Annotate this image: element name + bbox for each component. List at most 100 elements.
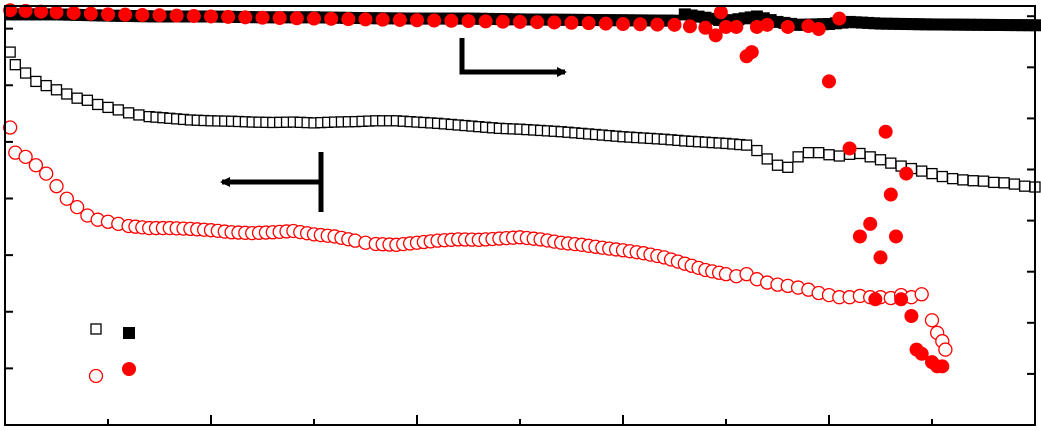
data-point — [559, 13, 572, 26]
data-point — [9, 59, 21, 71]
legend-marker-circle-filled — [122, 362, 136, 376]
data-point — [888, 229, 903, 244]
data-point — [873, 250, 888, 265]
data-point — [30, 75, 42, 88]
data-point — [324, 11, 339, 26]
legend — [88, 323, 136, 384]
data-point — [946, 172, 959, 185]
data-point — [10, 8, 23, 21]
data-point — [633, 17, 648, 32]
data-point — [936, 170, 948, 183]
data-point — [682, 19, 697, 34]
data-point — [729, 19, 744, 34]
data-point — [623, 14, 636, 27]
data-point — [967, 175, 979, 187]
data-point — [101, 7, 115, 22]
data-point — [69, 199, 85, 215]
data-point — [375, 12, 390, 27]
data-point — [39, 166, 54, 181]
data-point — [461, 14, 476, 29]
plot-frame — [4, 5, 1036, 426]
data-point — [444, 13, 459, 28]
data-point — [513, 14, 527, 29]
data-point — [832, 11, 847, 26]
data-point — [894, 292, 909, 307]
data-point — [926, 167, 938, 180]
data-point — [719, 19, 733, 34]
data-point — [823, 149, 835, 161]
data-point — [924, 313, 940, 328]
data-point — [713, 5, 728, 20]
data-point — [186, 9, 201, 24]
data-point — [564, 15, 579, 30]
data-point — [591, 14, 604, 27]
data-point — [495, 14, 510, 29]
data-point — [883, 187, 898, 202]
data-point — [904, 309, 919, 324]
data-point — [740, 139, 753, 151]
data-point — [744, 45, 759, 60]
annotation-layer — [220, 38, 567, 212]
data-point — [761, 153, 773, 165]
data-point — [83, 6, 98, 21]
data-point — [771, 159, 784, 171]
data-point — [547, 15, 562, 30]
data-point — [50, 84, 63, 96]
data-point — [238, 10, 253, 25]
data-point — [1008, 178, 1021, 190]
data-point — [802, 146, 815, 159]
series-layer — [2, 3, 1041, 374]
data-point — [34, 4, 49, 19]
data-point — [427, 13, 442, 28]
data-point — [530, 15, 545, 30]
data-point — [988, 176, 1000, 189]
data-point — [118, 7, 133, 22]
data-point — [842, 141, 857, 156]
data-point — [751, 144, 763, 157]
data-point — [813, 146, 825, 159]
data-point — [307, 11, 321, 26]
data-point — [1019, 180, 1031, 192]
data-point — [272, 11, 287, 26]
data-point — [782, 161, 794, 173]
data-point — [61, 88, 73, 100]
legend-marker-square-filled — [123, 327, 135, 339]
data-point — [780, 19, 795, 34]
data-point — [221, 9, 236, 24]
data-point — [204, 9, 218, 24]
data-point — [4, 46, 16, 58]
data-point — [935, 359, 950, 374]
series-circle-open — [2, 120, 953, 357]
data-point — [135, 7, 150, 22]
data-point — [19, 67, 32, 79]
data-point — [289, 11, 304, 26]
data-point — [59, 191, 74, 206]
data-point — [957, 174, 969, 186]
data-point — [18, 149, 33, 164]
data-point — [122, 107, 135, 119]
data-point — [863, 216, 878, 231]
data-point — [938, 342, 953, 357]
data-point — [358, 12, 373, 27]
data-point — [66, 5, 81, 20]
data-point — [852, 229, 867, 244]
data-point — [133, 109, 145, 121]
data-point — [667, 17, 682, 32]
data-point — [998, 177, 1010, 189]
data-point — [392, 12, 407, 27]
data-point — [49, 179, 64, 194]
data-point — [616, 17, 630, 32]
data-point — [916, 165, 928, 177]
data-point — [792, 151, 804, 163]
data-point — [692, 10, 705, 23]
data-point — [255, 10, 270, 25]
legend-marker-circle-open — [88, 368, 104, 384]
legend-marker-square-open — [90, 323, 102, 335]
data-point — [708, 28, 723, 43]
data-point — [81, 94, 94, 106]
data-point — [878, 124, 893, 139]
data-point — [914, 287, 929, 302]
axes-layer — [4, 5, 1036, 426]
data-point — [410, 13, 424, 28]
